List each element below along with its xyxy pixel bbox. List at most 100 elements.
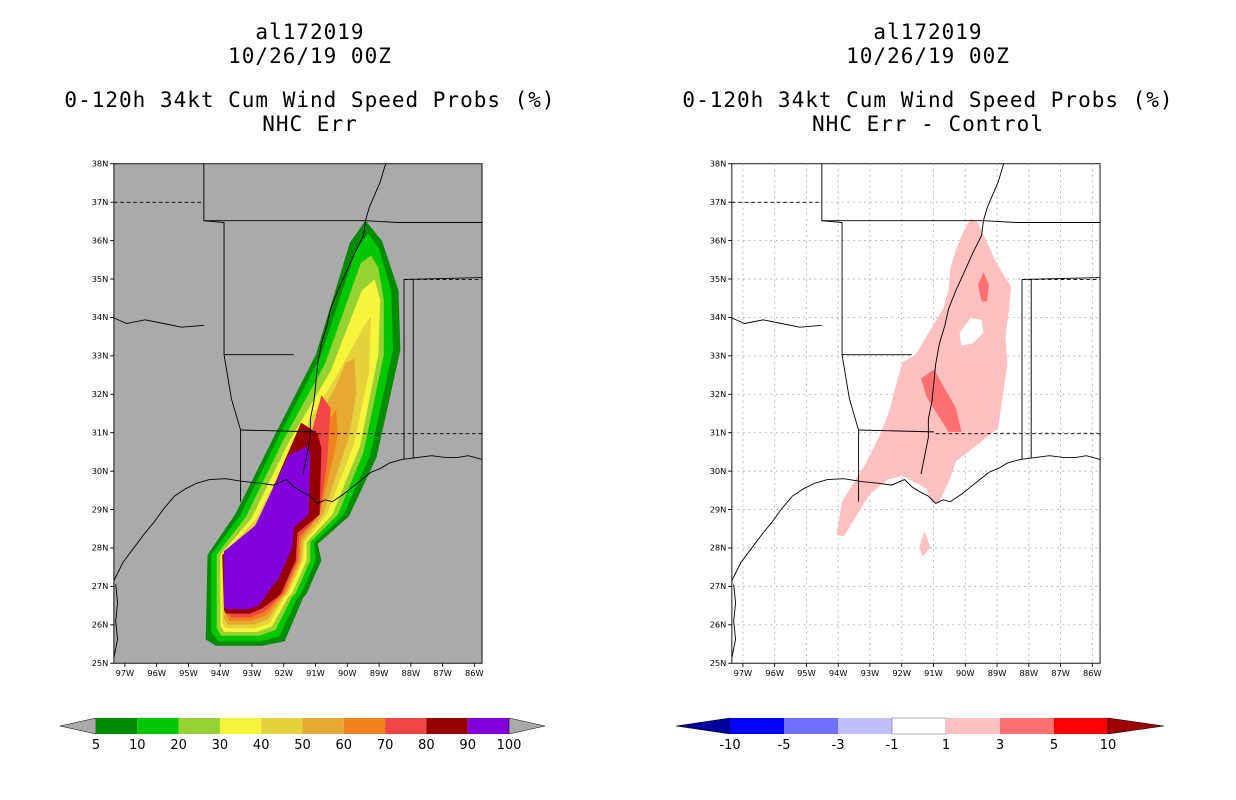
right-reference-dashes (731, 201, 1101, 435)
lon-label: 93W (243, 668, 262, 678)
colorbar-label: 20 (170, 738, 187, 753)
colorbar-swatch (137, 718, 179, 734)
colorbar-label: -10 (719, 738, 740, 753)
lat-label: 27N (710, 581, 727, 591)
lat-label: 34N (710, 312, 727, 322)
colorbar-swatch (96, 718, 138, 734)
right-storm-id: al172019 (873, 20, 983, 44)
colorbar-swatch (302, 718, 344, 734)
diff-positive-3-5-b (977, 272, 989, 302)
lat-label: 35N (92, 274, 109, 284)
lon-label: 89W (370, 668, 389, 678)
lat-label: 31N (710, 427, 727, 437)
colorbar-underflow (59, 717, 97, 735)
colorbar-label: 100 (497, 738, 522, 753)
lon-label: 94W (829, 668, 848, 678)
lon-label: 97W (734, 668, 753, 678)
lon-label: 88W (401, 668, 420, 678)
colorbar-swatch (467, 718, 509, 734)
lon-label: 89W (988, 668, 1007, 678)
colorbar-label: 5 (92, 738, 100, 753)
colorbar-label: 5 (1050, 738, 1058, 753)
lon-label: 91W (924, 668, 943, 678)
lat-label: 29N (710, 504, 727, 514)
colorbar-label: 40 (253, 738, 270, 753)
left-title-block: al172019 10/26/19 00Z 0-120h 34kt Cum Wi… (0, 20, 620, 136)
left-lon-labels: 97W 96W 95W 94W 93W 92W 91W 90W 89W 88W 87W 86W (116, 663, 484, 678)
lat-label: 30N (710, 466, 727, 476)
lon-label: 92W (274, 668, 293, 678)
lat-label: 33N (92, 351, 109, 361)
colorbar-overflow (508, 717, 546, 735)
lat-label: 38N (92, 159, 109, 169)
left-chart-subtitle: NHC Err (262, 112, 358, 136)
lat-label: 32N (92, 389, 109, 399)
lat-label: 29N (92, 504, 109, 514)
lat-label: 32N (710, 389, 727, 399)
right-chart-title: 0-120h 34kt Cum Wind Speed Probs (%) (682, 88, 1174, 112)
lat-label: 38N (710, 159, 727, 169)
colorbar-label: 1 (942, 738, 950, 753)
left-probability-contours (205, 220, 401, 646)
colorbar-label: 10 (129, 738, 146, 753)
colorbar-swatch (178, 718, 220, 734)
lat-label: 28N (710, 543, 727, 553)
lon-label: 88W (1019, 668, 1038, 678)
colorbar-label: -5 (778, 738, 791, 753)
colorbar-swatch (838, 718, 892, 734)
diff-hole (959, 318, 984, 346)
lat-label: 37N (92, 197, 109, 207)
lat-label: 27N (92, 581, 109, 591)
lon-label: 90W (956, 668, 975, 678)
lat-label: 30N (92, 466, 109, 476)
lon-label: 87W (1051, 668, 1070, 678)
right-lon-labels: 97W 96W 95W 94W 93W 92W 91W 90W 89W 88W 87W 86W (734, 663, 1102, 678)
lat-label: 34N (92, 312, 109, 322)
lat-label: 31N (92, 427, 109, 437)
colorbar-label: 90 (459, 738, 476, 753)
contour-90 (224, 446, 311, 610)
right-datetime: 10/26/19 00Z (846, 44, 1010, 68)
lon-label: 96W (765, 668, 784, 678)
colorbar-label: 3 (996, 738, 1004, 753)
lon-label: 93W (861, 668, 880, 678)
left-colorbar: 5 10 20 30 40 50 60 70 80 90 100 (59, 717, 546, 753)
left-chart-title: 0-120h 34kt Cum Wind Speed Probs (%) (64, 88, 556, 112)
right-difference-contours (836, 218, 1011, 557)
right-coastline-borders (731, 163, 1101, 658)
right-lat-labels: 25N 26N 27N 28N 29N 30N 31N 32N 33N 34N 35N 36N 37N 3… (710, 159, 732, 668)
left-map-panel: 25N 26N 27N 28N 29N 30N 31N 32N 33N 34N 35N 36N 37N 3… (92, 159, 484, 679)
left-storm-id: al172019 (255, 20, 365, 44)
colorbar-swatch (261, 718, 303, 734)
colorbar-label: 30 (212, 738, 229, 753)
diff-positive-3-5-a (921, 369, 962, 432)
colorbar-label: 10 (1100, 738, 1117, 753)
right-map-panel: 25N 26N 27N 28N 29N 30N 31N 32N 33N 34N 35N 36N 37N 3… (710, 159, 1102, 679)
lon-label: 91W (306, 668, 325, 678)
colorbar-swatch (891, 717, 947, 735)
colorbar-swatch (1054, 718, 1108, 734)
lon-label: 94W (211, 668, 230, 678)
lat-label: 37N (710, 197, 727, 207)
lon-label: 86W (1083, 668, 1102, 678)
diff-small (919, 531, 931, 557)
colorbar-swatch (385, 718, 427, 734)
colorbar-underflow (675, 717, 731, 735)
colorbar-label: -3 (832, 738, 845, 753)
colorbar-overflow (1107, 717, 1165, 735)
lon-label: 90W (338, 668, 357, 678)
colorbar-label: 70 (377, 738, 394, 753)
colorbar-label: -1 (886, 738, 899, 753)
lat-label: 25N (710, 658, 727, 668)
lon-label: 87W (433, 668, 452, 678)
lat-label: 26N (92, 620, 109, 630)
colorbar-swatch (784, 718, 838, 734)
colorbar-label: 50 (294, 738, 311, 753)
lat-label: 26N (710, 620, 727, 630)
right-title-block: al172019 10/26/19 00Z 0-120h 34kt Cum Wi… (618, 20, 1236, 136)
lat-label: 28N (92, 543, 109, 553)
lat-label: 36N (92, 235, 109, 245)
lat-label: 36N (710, 235, 727, 245)
colorbar-swatch (219, 718, 262, 734)
colorbar-swatch (1000, 718, 1054, 734)
